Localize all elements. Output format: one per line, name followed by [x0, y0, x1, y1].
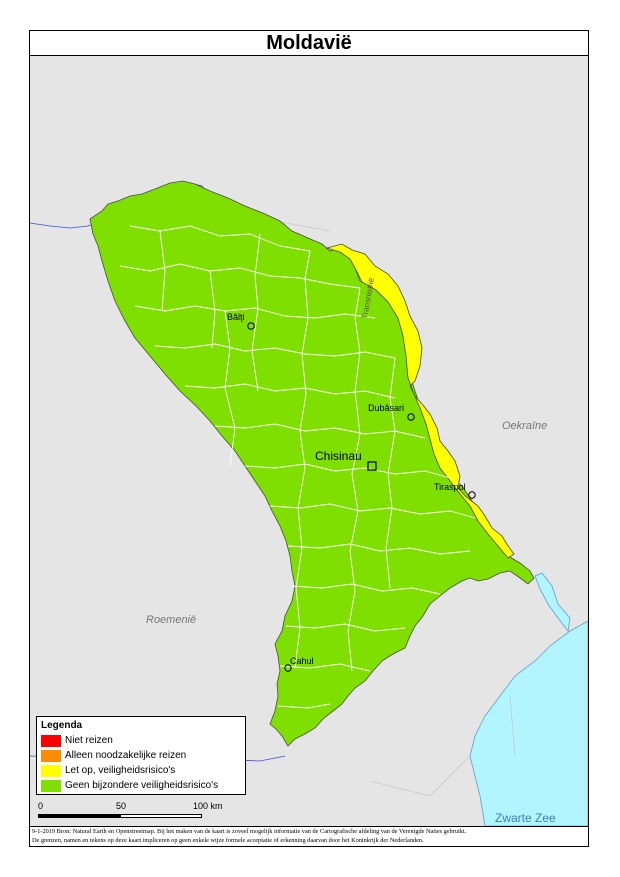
lagoon	[534, 572, 571, 632]
legend-swatch-red	[41, 734, 61, 747]
legend-swatch-orange	[41, 749, 61, 762]
legend: Legenda Niet reizen Alleen noodzakelijke…	[36, 716, 246, 795]
label-tiraspol: Tiraspol	[434, 482, 466, 492]
marker-cahul	[284, 664, 292, 672]
map-frame: Moldavië	[29, 30, 589, 847]
legend-label: Niet reizen	[65, 735, 113, 746]
legend-item: Let op, veiligheidsrisico's	[41, 763, 245, 778]
label-dubasari: Dubăsari	[368, 403, 405, 413]
scale-tick-50: 50	[116, 801, 127, 811]
scale-bar: 0 50 100 km	[38, 801, 238, 823]
footer-line-1: 9-1-2019 Bron: Natural Earth en Openstre…	[32, 828, 467, 835]
moldova-green	[89, 180, 535, 747]
black-sea	[469, 620, 588, 826]
marker-balti	[247, 322, 255, 330]
legend-item: Niet reizen	[41, 733, 245, 748]
scale-tick-0: 0	[38, 801, 44, 811]
label-balti: Bălţi	[227, 312, 245, 322]
footer-line-2: De grenzen, namen en tekens op deze kaar…	[32, 837, 424, 844]
footer-credits: 9-1-2019 Bron: Natural Earth en Openstre…	[30, 826, 588, 846]
scale-segment-2	[120, 814, 202, 818]
legend-title: Legenda	[41, 720, 83, 731]
marker-dubasari	[407, 413, 415, 421]
label-chisinau: Chisinau	[315, 449, 362, 463]
legend-item: Geen bijzondere veiligheidsrisico's	[41, 778, 245, 793]
label-black-sea: Zwarte Zee	[495, 811, 556, 825]
legend-label: Alleen noodzakelijke reizen	[65, 750, 187, 761]
transnistria-yellow	[325, 243, 515, 559]
scale-segment-1	[38, 814, 120, 818]
legend-item: Alleen noodzakelijke reizen	[41, 748, 245, 763]
scale-tick-100: 100 km	[193, 801, 223, 811]
map-canvas	[30, 56, 588, 826]
map-title: Moldavië	[30, 31, 588, 56]
label-romania: Roemenië	[146, 614, 197, 626]
raion-borders	[119, 225, 476, 709]
legend-swatch-yellow	[41, 764, 61, 777]
legend-label: Geen bijzondere veiligheidsrisico's	[65, 780, 219, 791]
legend-swatch-green	[41, 779, 61, 792]
country-borders	[279, 221, 516, 797]
marker-chisinau	[367, 461, 377, 471]
label-cahul: Cahul	[290, 656, 314, 666]
legend-label: Let op, veiligheidsrisico's	[65, 765, 176, 776]
marker-tiraspol	[468, 491, 476, 499]
label-ukraine: Oekraïne	[502, 420, 548, 432]
